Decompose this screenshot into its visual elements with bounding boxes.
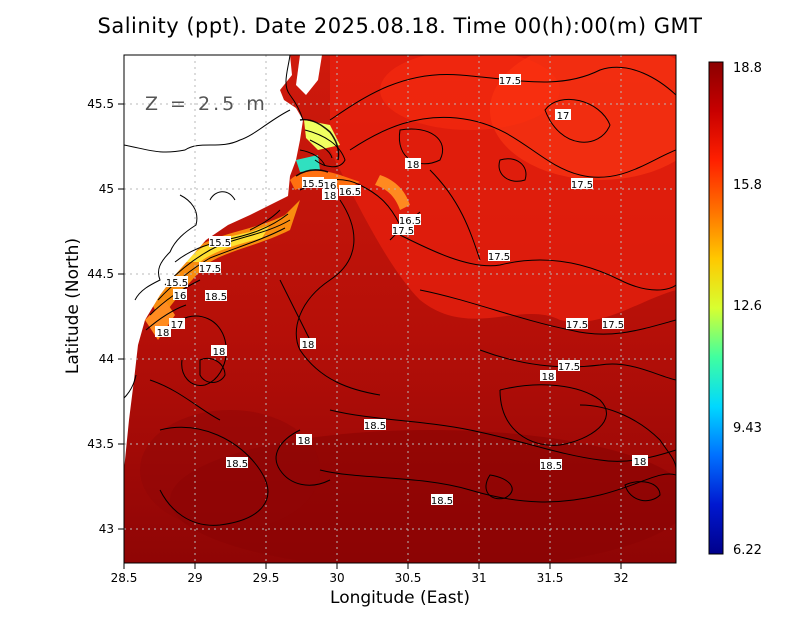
contour-label: 15.5 [209, 238, 231, 249]
contour-label: 17.5 [199, 264, 221, 275]
contour-label: 18.5 [540, 461, 562, 472]
x-tick-label: 29.5 [253, 571, 280, 585]
y-tick-label: 44 [99, 352, 114, 366]
contour-label: 16 [324, 181, 337, 192]
colorbar-tick-label: 9.43 [733, 421, 762, 436]
plot-frame [123, 54, 677, 564]
contour-label: 18 [157, 328, 170, 339]
contour-label: 17.5 [571, 180, 593, 191]
contour-label: 18.5 [226, 459, 248, 470]
contour-label: 18 [542, 372, 555, 383]
y-axis-title: Latitude (North) [63, 237, 83, 375]
contour-label: 18 [213, 347, 226, 358]
y-tick-label: 43 [99, 522, 114, 536]
x-tick-label: 31 [471, 571, 486, 585]
coastline [124, 55, 304, 399]
y-tick-label: 44.5 [87, 267, 114, 281]
colorbar-tick-label: 18.8 [733, 61, 762, 76]
contour-label: 17.5 [566, 320, 588, 331]
contour-label: 18 [634, 457, 647, 468]
x-tick-label: 28.5 [111, 571, 138, 585]
x-tick-label: 31.5 [537, 571, 564, 585]
y-tick-label: 45 [99, 182, 114, 196]
contour-label: 15.5 [302, 179, 324, 190]
colorbar-tick-label: 6.22 [733, 543, 762, 558]
contour-label: 18 [324, 191, 337, 202]
contour-label: 17.5 [488, 252, 510, 263]
contour-label: 18 [298, 436, 311, 447]
contour-label: 17.5 [499, 76, 521, 87]
contour-label: 16.5 [339, 187, 361, 198]
map-title: Salinity (ppt). Date 2025.08.18. Time 00… [97, 14, 703, 38]
x-tick-label: 30 [329, 571, 344, 585]
contour-label: 18.5 [364, 421, 386, 432]
y-tick-label: 43.5 [87, 437, 114, 451]
contour-label-group: 17.5 17 18 17.5 15.5 16 18 16.5 16.5 17.… [155, 74, 648, 507]
contour-label: 18.5 [431, 496, 453, 507]
x-tick-label: 30.5 [395, 571, 422, 585]
y-tick-label: 45.5 [87, 97, 114, 111]
axis-ticks [118, 103, 622, 569]
gridlines [124, 55, 676, 563]
x-tick-label: 29 [187, 571, 202, 585]
colorbar-tick-label: 12.6 [733, 299, 762, 314]
contour-label: 18 [407, 160, 420, 171]
x-axis-title: Longitude (East) [330, 588, 470, 608]
depth-label: Z = 2.5 m [145, 93, 268, 115]
map-area: 17.5 17 18 17.5 15.5 16 18 16.5 16.5 17.… [124, 55, 676, 563]
contour-label: 16.5 [399, 216, 421, 227]
colorbar [708, 61, 724, 555]
contour-label: 17.5 [392, 226, 414, 237]
contour-label: 17.5 [558, 362, 580, 373]
contour-label: 15.5 [166, 278, 188, 289]
contour-label: 16 [174, 291, 187, 302]
contour-label: 17 [171, 320, 184, 331]
contour-label: 18.5 [205, 292, 227, 303]
contour-label: 17.5 [602, 320, 624, 331]
contour-lines [145, 66, 676, 526]
contour-label: 17 [557, 111, 570, 122]
contour-label: 18 [302, 340, 315, 351]
x-tick-label: 32 [613, 571, 628, 585]
colorbar-tick-label: 15.8 [733, 178, 762, 193]
land-mass [124, 55, 303, 470]
